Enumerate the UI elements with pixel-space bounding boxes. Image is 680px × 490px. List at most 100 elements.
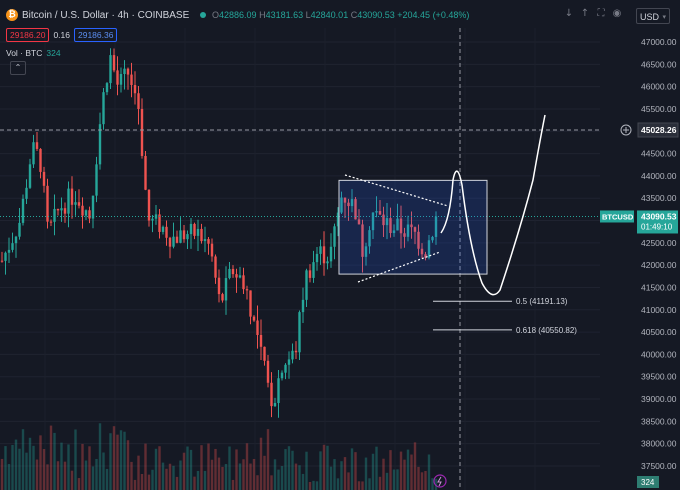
arrow-up-icon[interactable]: ↑ [580, 8, 590, 19]
volume-bar [301, 473, 305, 490]
triangle-upper-line [344, 174, 449, 207]
candle-body [200, 228, 203, 242]
candle-body [77, 202, 81, 206]
volume-bar [287, 446, 291, 490]
price-tick-label: 42000.00 [641, 260, 677, 270]
volume-bar [77, 478, 81, 490]
candle-body [133, 85, 137, 94]
volume-bar [406, 449, 410, 490]
lightning-icon [433, 474, 447, 488]
candle-body [203, 239, 207, 242]
volume-bar [434, 478, 438, 490]
camera-icon[interactable]: ◉ [612, 8, 622, 19]
candle-body [270, 382, 273, 407]
candle-body [196, 228, 200, 236]
candle-body [207, 239, 210, 244]
ohlc-readout: O42886.09 H43181.63 L42840.01 C43090.53 … [212, 10, 469, 20]
lightning-bolt [437, 476, 442, 487]
price-tick-label: 40000.00 [641, 349, 677, 359]
candle-body [70, 188, 74, 205]
price-axis-bg [600, 28, 680, 490]
volume-bar [109, 433, 112, 490]
volume-bar [410, 454, 413, 490]
volume-bar [123, 431, 126, 490]
candle-body [249, 290, 252, 317]
candle-body [326, 261, 329, 264]
candle-body [396, 218, 399, 231]
arrow-down-icon[interactable]: ↓ [564, 8, 574, 19]
last-price-box [637, 210, 678, 234]
volume-bar [179, 460, 182, 490]
volume-bar [259, 437, 263, 490]
candle-body [0, 260, 4, 262]
candle-body [228, 268, 231, 279]
volume-bar [56, 461, 60, 490]
candle-body [210, 243, 214, 257]
change-value: +204.45 (+0.48%) [397, 10, 470, 20]
candle-body [35, 142, 39, 149]
candle-body [291, 350, 294, 360]
candle-body [126, 68, 130, 75]
price-tick-label: 47000.00 [641, 37, 677, 47]
volume-bar [375, 446, 378, 490]
volume-bar [298, 465, 301, 490]
symbol-title[interactable]: Bitcoin / U.S. Dollar · 4h · COINBASE [22, 10, 190, 21]
volume-bar [203, 470, 207, 490]
volume-bar [32, 445, 35, 490]
volume-bar [392, 469, 396, 490]
fullscreen-icon[interactable]: ⛶ [597, 8, 605, 19]
volume-bar [63, 461, 67, 490]
candle-body [354, 199, 357, 220]
candle-body [147, 189, 151, 221]
price-tick-label: 44500.00 [641, 149, 677, 159]
candle-body [333, 226, 336, 247]
volume-bar [172, 465, 175, 490]
currency-select[interactable]: USD ▾ [636, 8, 670, 24]
volume-value: 324 [46, 48, 61, 58]
volume-bar [329, 466, 333, 490]
sell-button[interactable]: 29186.20 [6, 28, 50, 42]
candle-body [175, 236, 179, 243]
volume-bar [364, 457, 368, 490]
candle-body [420, 248, 424, 255]
volume-bar [368, 478, 371, 490]
volume-bar [371, 453, 375, 490]
candle-body [81, 205, 84, 216]
price-axis[interactable]: 47000.0046500.0046000.0045500.0045000.00… [600, 28, 680, 490]
volume-bar [161, 462, 165, 490]
projection-path [440, 114, 546, 296]
volume-bar [357, 481, 361, 490]
add-alert-plus-icon [620, 124, 632, 136]
candle-body [21, 198, 25, 223]
candle-body [329, 246, 333, 262]
candle-body [189, 223, 193, 235]
volume-bar [336, 478, 340, 490]
high-value: 43181.63 [265, 10, 304, 20]
candle-body [375, 211, 378, 213]
volume-bar [137, 455, 140, 490]
candle-body [123, 68, 126, 75]
collapse-legend-button[interactable]: ⌃ [10, 61, 26, 75]
volume-bar [354, 452, 357, 490]
volume-bar [175, 476, 179, 490]
volume-legend[interactable]: Vol · BTC 324 [6, 48, 61, 58]
volume-bar [221, 466, 224, 490]
symbol-tag-label: BTCUSD [602, 212, 634, 221]
candle-body [221, 294, 224, 301]
candle-body [399, 218, 403, 234]
volume-bar [130, 461, 133, 490]
buy-button[interactable]: 29186.36 [74, 28, 118, 42]
candle-body [238, 275, 242, 278]
fib-0618-label: 0.618 (40550.82) [516, 326, 577, 335]
volume-bar [322, 444, 326, 490]
candle-body [112, 55, 116, 71]
volume-bar [39, 435, 42, 490]
volume-bar [228, 446, 231, 490]
volume-label: Vol · BTC [6, 48, 43, 58]
candle-body [88, 210, 91, 219]
volume-bar [284, 449, 287, 490]
candle-body [14, 236, 18, 244]
chart-header: ₿ Bitcoin / U.S. Dollar · 4h · COINBASE … [0, 0, 680, 28]
